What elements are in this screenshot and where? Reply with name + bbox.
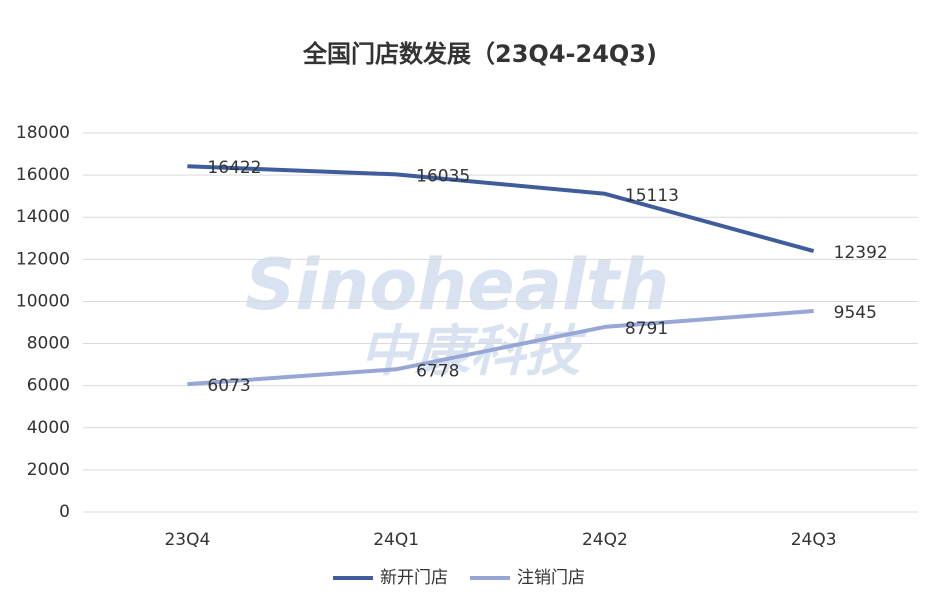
x-tick-label: 24Q1 [373, 530, 419, 550]
watermark: Sinohealth [245, 244, 669, 326]
y-tick-label: 16000 [16, 165, 70, 185]
x-tick-label: 24Q2 [582, 530, 628, 550]
y-tick-label: 14000 [16, 207, 70, 227]
series-line [187, 164, 815, 254]
data-label: 8791 [625, 319, 668, 339]
data-label: 12392 [834, 243, 888, 263]
watermark: 中康科技 [360, 319, 587, 383]
y-tick-label: 10000 [16, 291, 70, 311]
y-tick-label: 0 [59, 502, 70, 522]
legend-label: 新开门店 [380, 568, 448, 588]
x-tick-label: 23Q4 [164, 530, 210, 550]
y-tick-label: 6000 [27, 376, 70, 396]
data-label: 16035 [416, 166, 470, 186]
x-tick-label: 24Q3 [791, 530, 837, 550]
series-line [187, 309, 814, 387]
chart-title: 全国门店数发展（23Q4-24Q3) [302, 40, 657, 68]
y-tick-label: 18000 [16, 123, 70, 143]
data-label: 9545 [834, 303, 877, 323]
data-label: 15113 [625, 186, 679, 206]
legend-label: 注销门店 [517, 568, 585, 588]
y-tick-label: 2000 [27, 460, 70, 480]
y-tick-label: 4000 [27, 418, 70, 438]
y-tick-label: 12000 [16, 249, 70, 269]
data-label: 6778 [416, 361, 459, 381]
y-tick-label: 8000 [27, 334, 70, 354]
data-label: 6073 [207, 376, 250, 396]
data-label: 16422 [207, 158, 261, 178]
